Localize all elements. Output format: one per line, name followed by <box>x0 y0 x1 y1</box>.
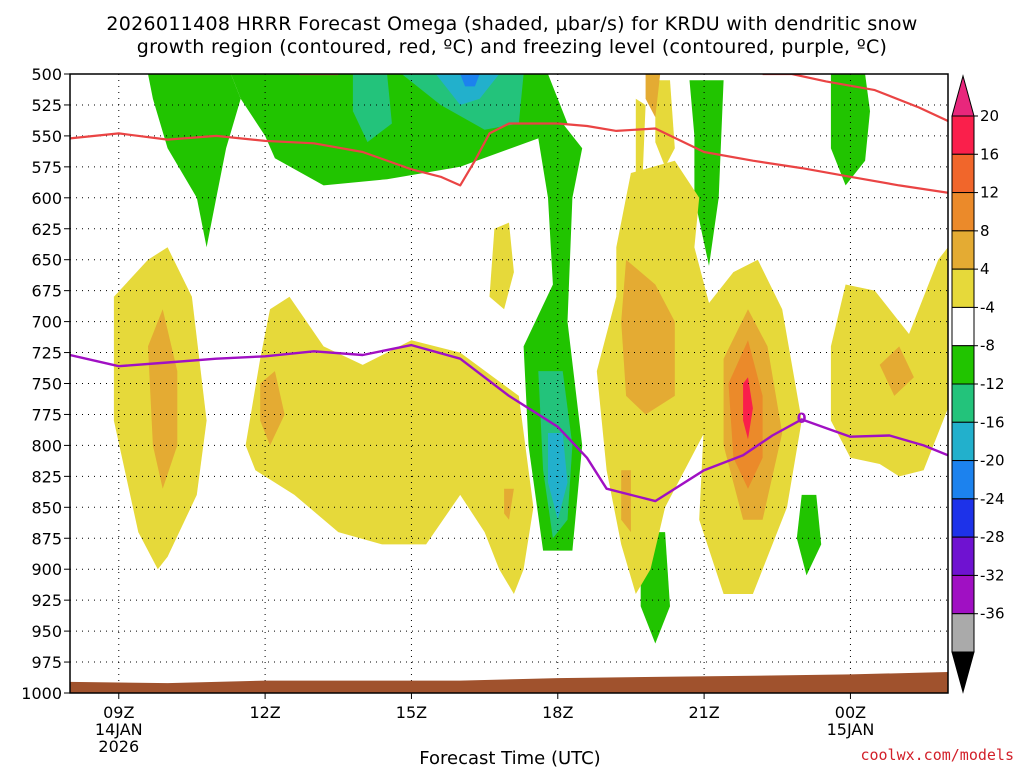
colorbar-label--36: -36 <box>980 605 1005 623</box>
x-tick-label-12Z: 12Z <box>249 703 280 722</box>
colorbar-swatch-11 <box>951 536 975 576</box>
omega-region--8-0 <box>148 74 241 248</box>
y-tick-label-725: 725 <box>31 344 62 363</box>
omega-region-8-23 <box>504 488 514 520</box>
omega-region-8-28 <box>879 346 914 396</box>
colorbar-label-4: 4 <box>980 260 990 278</box>
chart-title-line-1: 2026011408 HRRR Forecast Omega (shaded, … <box>106 13 917 35</box>
y-tick-label-700: 700 <box>31 313 62 332</box>
colorbar-swatch-1 <box>951 153 975 194</box>
colorbar-swatch-2 <box>951 192 975 232</box>
dgz-contour-0 <box>70 122 948 194</box>
colorbar-bottom-triangle <box>951 651 975 694</box>
y-tick-label-975: 975 <box>31 653 62 672</box>
colorbar-label--12: -12 <box>980 375 1005 393</box>
omega-region--12-7 <box>352 74 392 143</box>
y-tick-label-775: 775 <box>31 405 62 424</box>
y-tick-label-875: 875 <box>31 529 62 548</box>
colorbar-swatch-4 <box>951 268 975 308</box>
omega-region--8-6 <box>796 494 822 576</box>
omega-region--16-10 <box>435 74 500 105</box>
colorbar-label--28: -28 <box>980 528 1005 546</box>
colorbar-swatch-12 <box>951 574 975 615</box>
dgz-contour-2 <box>762 74 948 122</box>
plot-inner <box>70 74 948 693</box>
omega-region-16-30 <box>743 377 753 440</box>
colorbar-swatch-13 <box>951 613 975 653</box>
freezing-level-line <box>70 343 948 503</box>
x-tick-sublabel-09Z-1: 2026 <box>98 737 139 756</box>
y-tick-label-500: 500 <box>31 65 62 84</box>
y-tick-label-550: 550 <box>31 127 62 146</box>
y-tick-label-800: 800 <box>31 436 62 455</box>
omega-region-4-15 <box>489 222 514 310</box>
y-tick-label-600: 600 <box>31 189 62 208</box>
y-tick-label-850: 850 <box>31 498 62 517</box>
colorbar-label--20: -20 <box>980 452 1005 470</box>
x-tick-label-18Z: 18Z <box>542 703 573 722</box>
colorbar-label--4: -4 <box>980 298 995 316</box>
ground-terrain <box>70 672 948 693</box>
y-tick-label-750: 750 <box>31 375 62 394</box>
omega-region-4-17 <box>655 80 675 167</box>
colorbar-swatch-5 <box>951 306 975 347</box>
colorbar-label-12: 12 <box>980 184 999 202</box>
x-tick-label-00Z: 00Z <box>835 703 866 722</box>
omega-region-8-26 <box>621 470 631 533</box>
omega-region-8-22 <box>260 371 285 446</box>
freezing-level-label: 0 <box>797 411 807 427</box>
colorbar-swatch-8 <box>951 421 975 462</box>
colorbar-label--16: -16 <box>980 413 1005 431</box>
chart-title-line-2: growth region (contoured, red, ºC) and f… <box>137 36 888 58</box>
omega-region--8-3 <box>689 80 724 266</box>
colorbar-label--8: -8 <box>980 337 995 355</box>
colorbar-label--24: -24 <box>980 490 1005 508</box>
omega-region-8-24 <box>645 74 661 118</box>
x-tick-label-09Z: 09Z <box>103 703 134 722</box>
omega-region--20-12 <box>460 74 480 87</box>
y-tick-label-650: 650 <box>31 251 62 270</box>
y-axis: 500 525 550 575 600 625 650 675 700 725 750 775 800 8… <box>21 65 70 703</box>
x-axis-label: Forecast Time (UTC) <box>419 748 600 768</box>
y-tick-label-525: 525 <box>31 96 62 115</box>
omega-region--8-4 <box>830 74 870 186</box>
colorbar-label-16: 16 <box>980 145 999 163</box>
plot-area: 0 <box>69 73 949 694</box>
credit-text[interactable]: coolwx.com/models <box>860 746 1014 764</box>
colorbar-swatch-10 <box>951 498 975 538</box>
omega-region-8-25 <box>621 259 675 415</box>
colorbar-label-20: 20 <box>980 107 999 125</box>
colorbar-swatch-3 <box>951 230 975 270</box>
x-tick-label-21Z: 21Z <box>688 703 719 722</box>
y-tick-label-900: 900 <box>31 560 62 579</box>
y-tick-label-950: 950 <box>31 622 62 641</box>
colorbar-swatch-6 <box>951 345 975 385</box>
x-tick-sublabel-09Z-0: 14JAN <box>95 720 143 739</box>
colorbar: 20 16 12 8 4 -4 -8 -12 -16 -20 -24 -28 -32 -36 <box>951 74 1005 694</box>
colorbar-swatch-0 <box>951 115 975 155</box>
colorbar-label-8: 8 <box>980 222 990 240</box>
y-tick-label-825: 825 <box>31 467 62 486</box>
x-tick-sublabel-00Z-0: 15JAN <box>827 720 875 739</box>
y-tick-label-925: 925 <box>31 591 62 610</box>
omega-region-4-14 <box>245 296 534 594</box>
x-tick-label-15Z: 15Z <box>396 703 427 722</box>
colorbar-swatch-9 <box>951 460 975 500</box>
colorbar-swatch-7 <box>951 383 975 423</box>
y-tick-label-1000: 1000 <box>21 684 62 703</box>
colorbar-top-triangle <box>951 74 975 117</box>
colorbar-label--32: -32 <box>980 566 1005 584</box>
y-tick-label-575: 575 <box>31 158 62 177</box>
y-tick-label-625: 625 <box>31 220 62 239</box>
y-tick-label-675: 675 <box>31 282 62 301</box>
omega-region-8-21 <box>148 309 178 489</box>
